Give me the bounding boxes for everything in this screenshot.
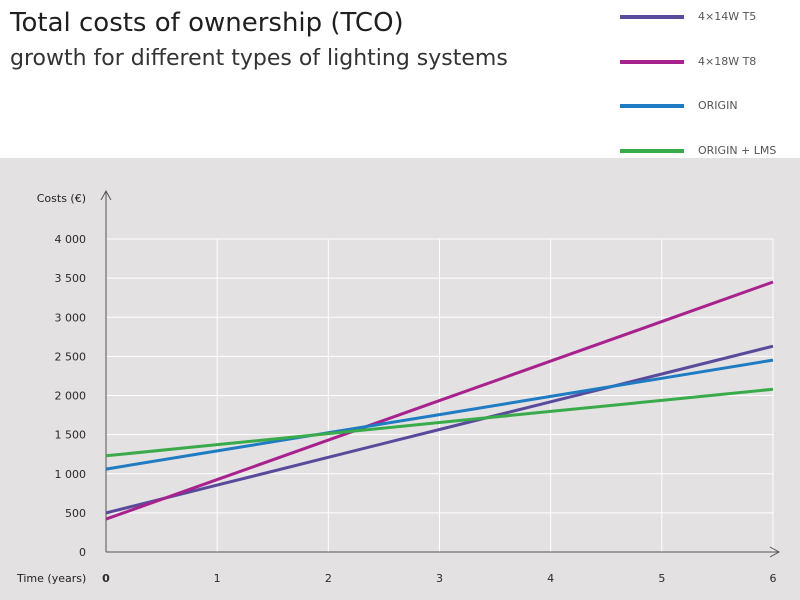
y-tick-label: 500	[65, 507, 86, 520]
chart-title: Total costs of ownership (TCO)	[10, 8, 404, 38]
chart-subtitle: growth for different types of lighting s…	[10, 46, 508, 71]
series-line-3	[105, 358, 774, 471]
legend-swatch	[620, 60, 684, 64]
legend-label: ORIGIN	[698, 99, 738, 112]
y-axis-arrow	[100, 189, 112, 201]
series-line-1	[105, 344, 774, 515]
x-tick-label: 0	[102, 572, 110, 585]
x-tick-label: 1	[214, 572, 221, 585]
x-tick-label: 3	[436, 572, 443, 585]
x-tick-label: 5	[658, 572, 665, 585]
legend: 4×14W T5 4×18W T8 ORIGIN ORIGIN + LMS	[620, 0, 800, 160]
y-tick-label: 3 000	[55, 311, 87, 324]
legend-swatch	[620, 104, 684, 108]
legend-item-4x18w-t8: 4×18W T8	[620, 55, 800, 69]
y-tick-label: 1 500	[55, 429, 87, 442]
x-tick-label: 2	[325, 572, 332, 585]
y-tick-label: 2 500	[55, 350, 87, 363]
y-tick-label: 4 000	[55, 233, 87, 246]
x-tick-label: 4	[547, 572, 554, 585]
legend-label: 4×18W T8	[698, 55, 757, 68]
legend-item-origin: ORIGIN	[620, 99, 800, 113]
x-axis-arrow	[769, 546, 781, 558]
y-tick-label: 0	[79, 546, 86, 559]
legend-swatch	[620, 149, 684, 153]
legend-label: 4×14W T5	[698, 10, 757, 23]
legend-swatch	[620, 15, 684, 19]
y-tick-label: 1 000	[55, 468, 87, 481]
legend-item-origin-lms: ORIGIN + LMS	[620, 144, 800, 158]
legend-item-4x14w-t5: 4×14W T5	[620, 10, 800, 24]
y-axis-title: Costs (€)	[37, 192, 86, 205]
x-tick-label: 6	[770, 572, 777, 585]
series-line-4	[105, 387, 774, 458]
x-axis-title: Time (years)	[16, 572, 86, 585]
legend-label: ORIGIN + LMS	[698, 144, 777, 157]
series-line-2	[105, 280, 774, 521]
y-tick-label: 3 500	[55, 272, 87, 285]
y-tick-label: 2 000	[55, 390, 87, 403]
